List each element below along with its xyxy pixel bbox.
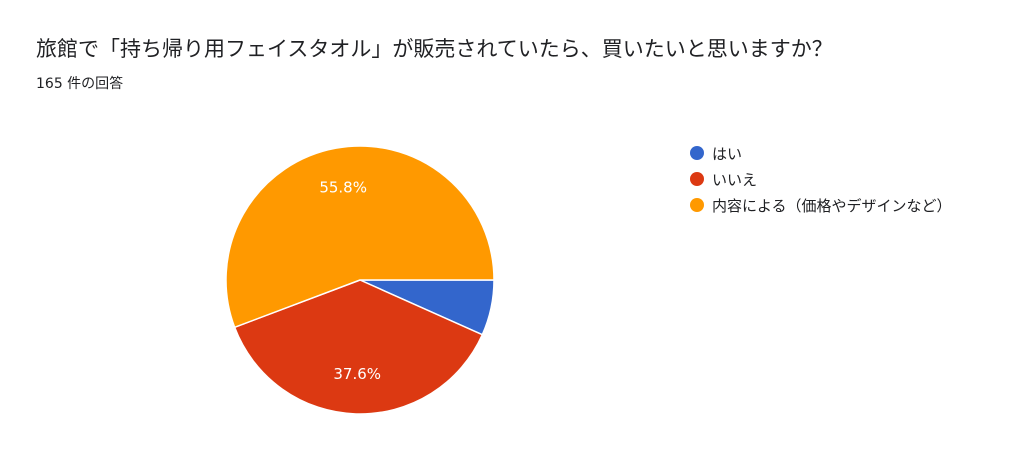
chart-legend: はいいいえ内容による（価格やデザインなど） (690, 140, 952, 218)
pie-slice-1 (233, 279, 484, 415)
legend-label: 内容による（価格やデザインなど） (712, 196, 952, 215)
slice-label-1: 37.6% (333, 365, 381, 383)
pie-chart-container: 37.6% 55.8% (220, 140, 500, 420)
response-count: 165 件の回答 (36, 76, 124, 92)
chart-title: 旅館で「持ち帰り用フェイスタオル」が販売されていたら、買いたいと思いますか？ (36, 37, 833, 61)
legend-item-0: はい (690, 140, 952, 166)
pie-slice-2 (225, 145, 495, 329)
legend-item-1: いいえ (690, 166, 952, 192)
legend-dot-icon (690, 172, 704, 186)
pie-chart: 37.6% 55.8% (225, 145, 495, 415)
legend-label: はい (712, 144, 743, 163)
legend-dot-icon (690, 198, 704, 212)
legend-dot-icon (690, 146, 704, 160)
slice-label-2: 55.8% (319, 179, 367, 197)
legend-label: いいえ (712, 170, 758, 189)
legend-item-2: 内容による（価格やデザインなど） (690, 192, 952, 218)
